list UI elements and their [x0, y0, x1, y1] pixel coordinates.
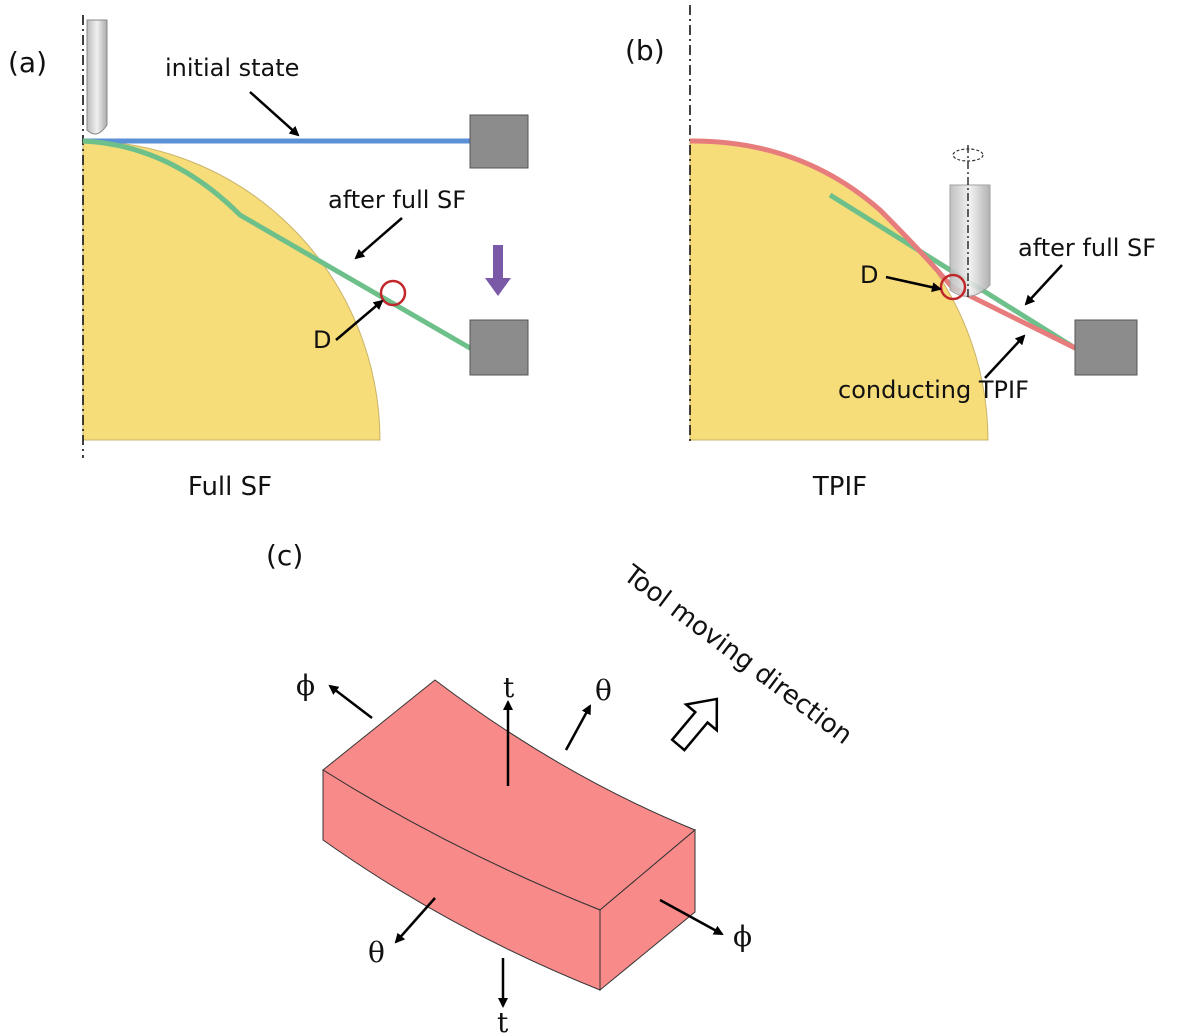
panel-label: (b) — [625, 34, 665, 67]
arrow — [1026, 265, 1062, 304]
tool — [87, 20, 107, 134]
axis-label: θ — [595, 674, 612, 707]
down-arrow — [485, 245, 511, 296]
arrow — [330, 686, 372, 718]
arrow — [356, 218, 402, 258]
axis-label: ϕ — [296, 669, 315, 702]
annotation: after full SF — [1018, 234, 1156, 262]
panel-a: (a) initial state after full SF D Full S… — [8, 15, 528, 502]
annotation: initial state — [165, 54, 299, 82]
annotation: D — [313, 326, 331, 354]
axis-label: t — [497, 1006, 509, 1036]
caption: Full SF — [188, 472, 272, 502]
arrow — [566, 706, 590, 750]
axis-label: ϕ — [733, 920, 752, 953]
axis-label: θ — [368, 936, 385, 969]
panel-label: (a) — [8, 46, 47, 79]
annotation: after full SF — [328, 186, 466, 214]
panel-b: (b) D after full SF conducting TPIF TPIF — [625, 5, 1156, 502]
panel-label: (c) — [266, 539, 303, 572]
panel-c: (c) ϕ t θ θ t ϕ Tool moving direction — [266, 539, 858, 1036]
direction-label: Tool moving direction — [617, 559, 858, 751]
clamp — [470, 115, 528, 168]
arrow — [985, 336, 1024, 378]
axis-label: t — [503, 671, 515, 704]
annotation: D — [860, 261, 878, 289]
clamp — [470, 320, 528, 375]
direction-arrow — [663, 686, 732, 758]
arrow — [396, 898, 435, 942]
tool — [950, 185, 990, 296]
arrow — [250, 92, 298, 135]
annotation: conducting TPIF — [838, 376, 1029, 404]
figure: (a) initial state after full SF D Full S… — [0, 0, 1189, 1036]
clamp — [1075, 320, 1137, 375]
caption: TPIF — [812, 472, 867, 502]
